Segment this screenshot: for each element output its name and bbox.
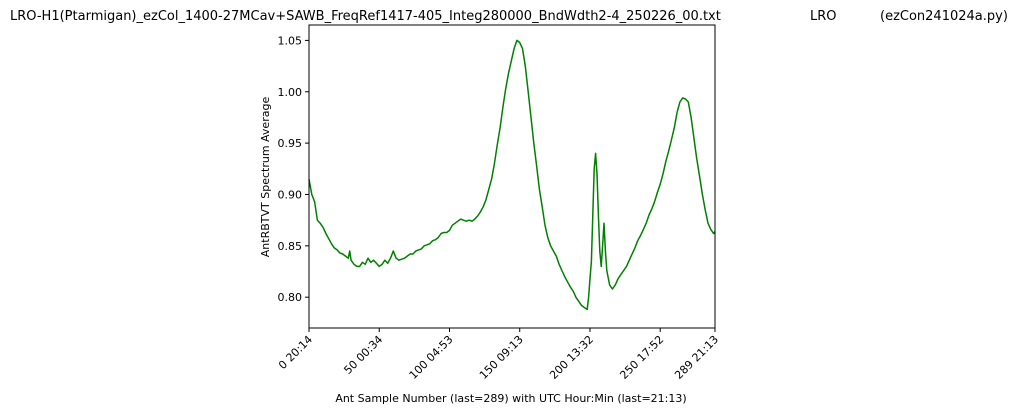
chart-title-file: LRO-H1(Ptarmigan)_ezCol_1400-27MCav+SAWB… (10, 9, 721, 24)
x-tick-label: 100 04:53 (407, 333, 456, 382)
series-line (308, 39, 716, 311)
y-axis-label: AntRBTVT Spectrum Average (259, 97, 272, 258)
x-tick-label: 250 17:52 (617, 333, 666, 382)
plot-area (308, 39, 716, 311)
x-tick-label: 150 09:13 (477, 333, 526, 382)
plot-frame (308, 24, 716, 329)
y-tick-label: 0.85 (278, 240, 303, 253)
x-tick-label: 200 13:32 (547, 333, 596, 382)
x-tick-label: 289 21:13 (672, 333, 721, 382)
chart-title-script: (ezCon241024a.py) (880, 9, 1008, 24)
y-tick-label: 0.95 (278, 137, 303, 150)
y-tick-label: 0.90 (278, 188, 303, 201)
chart-title-site: LRO (810, 9, 837, 24)
x-axis-label: Ant Sample Number (last=289) with UTC Ho… (335, 392, 686, 405)
axis-ticks: 0.80 0.85 0.90 0.95 1.00 1.05 0 20:14 50 00:34 1… (276, 34, 721, 381)
x-tick-label: 0 20:14 (276, 333, 315, 372)
y-tick-label: 0.80 (278, 291, 303, 304)
y-tick-label: 1.05 (278, 34, 303, 47)
y-tick-label: 1.00 (278, 86, 303, 99)
x-tick-label: 50 00:34 (341, 333, 385, 377)
